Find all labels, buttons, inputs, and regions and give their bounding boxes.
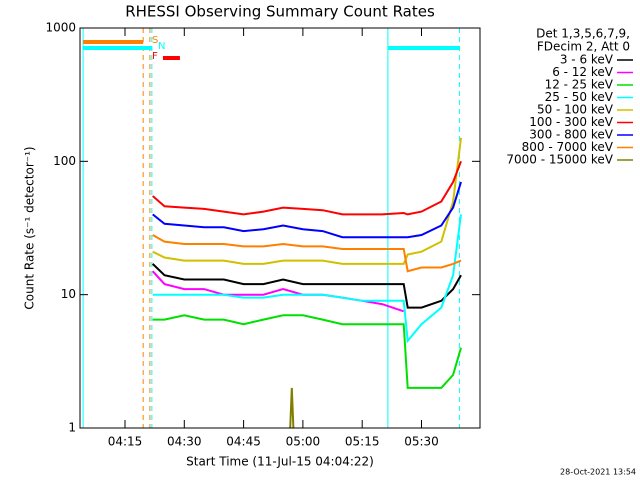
series-line <box>152 137 462 265</box>
series-line <box>152 234 462 273</box>
y-tick-label: 100 <box>53 154 76 168</box>
series-line <box>289 387 295 429</box>
series-line <box>152 160 462 216</box>
legend-label: 3 - 6 keV <box>560 53 614 67</box>
legend-label: 50 - 100 keV <box>537 103 614 117</box>
x-tick-label: 04:15 <box>108 435 143 449</box>
legend-label: 25 - 50 keV <box>545 90 614 104</box>
series-line <box>152 263 462 309</box>
x-tick-label: 04:45 <box>226 435 261 449</box>
y-axis-label: Count Rate (s⁻¹ detector⁻¹) <box>23 146 37 309</box>
chart-title: RHESSI Observing Summary Count Rates <box>125 3 435 21</box>
legend-label: 12 - 25 keV <box>545 78 614 92</box>
plot-frame <box>79 27 481 429</box>
x-axis-label: Start Time (11-Jul-15 04:04:22) <box>186 455 374 469</box>
series-line <box>152 181 462 239</box>
legend-label: 800 - 7000 keV <box>522 140 614 154</box>
x-tick-label: 05:00 <box>286 435 321 449</box>
legend-label: 6 - 12 keV <box>552 65 614 79</box>
x-tick-label: 05:30 <box>404 435 439 449</box>
legend-header: FDecim 2, Att 0 <box>537 40 630 54</box>
footer: 28-Oct-2021 13:54 <box>560 468 636 477</box>
flag-label: F <box>152 51 158 62</box>
legend-header: Det 1,3,5,6,7,9, <box>536 27 630 41</box>
legend-label: 7000 - 15000 keV <box>506 153 613 167</box>
series-line <box>152 214 462 344</box>
flag-label: N <box>158 41 165 52</box>
y-tick-label: 10 <box>61 287 76 301</box>
legend-label: 100 - 300 keV <box>529 115 613 129</box>
y-tick-label: 1 <box>68 421 76 435</box>
flag-label: S <box>152 35 158 46</box>
x-tick-label: 05:15 <box>345 435 380 449</box>
x-tick-label: 04:30 <box>167 435 202 449</box>
y-tick-label: 1000 <box>45 21 76 35</box>
series-line <box>152 314 462 389</box>
legend-label: 300 - 800 keV <box>529 128 613 142</box>
